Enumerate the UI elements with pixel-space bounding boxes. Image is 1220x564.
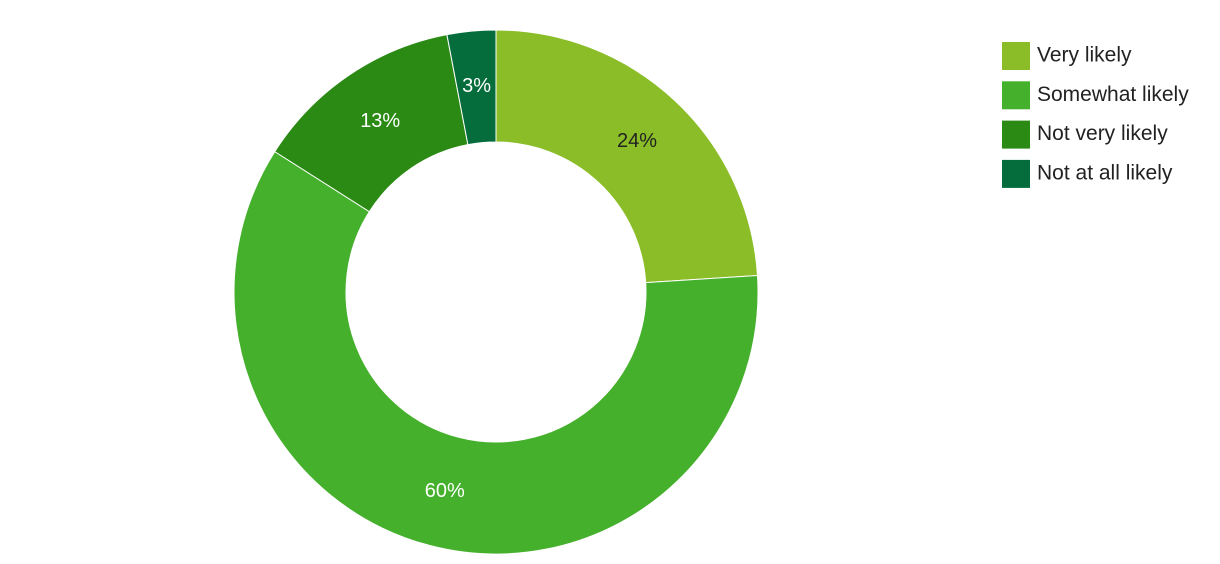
legend-swatch	[1002, 159, 1030, 188]
value-label: 3%	[462, 75, 491, 97]
legend-label: Somewhat likely	[1037, 83, 1189, 106]
legend-swatch	[1002, 81, 1030, 110]
legend-swatch	[1002, 42, 1030, 70]
slice	[233, 150, 759, 555]
legend-label: Very likely	[1037, 44, 1132, 67]
value-label: 13%	[360, 110, 400, 132]
legend-label: Not very likely	[1037, 122, 1168, 145]
legend-swatch	[1002, 120, 1030, 149]
value-label: 60%	[425, 480, 465, 502]
value-label: 24%	[617, 130, 657, 152]
slice	[495, 29, 759, 284]
legend-label: Not at all likely	[1037, 161, 1173, 184]
slice	[446, 29, 497, 146]
